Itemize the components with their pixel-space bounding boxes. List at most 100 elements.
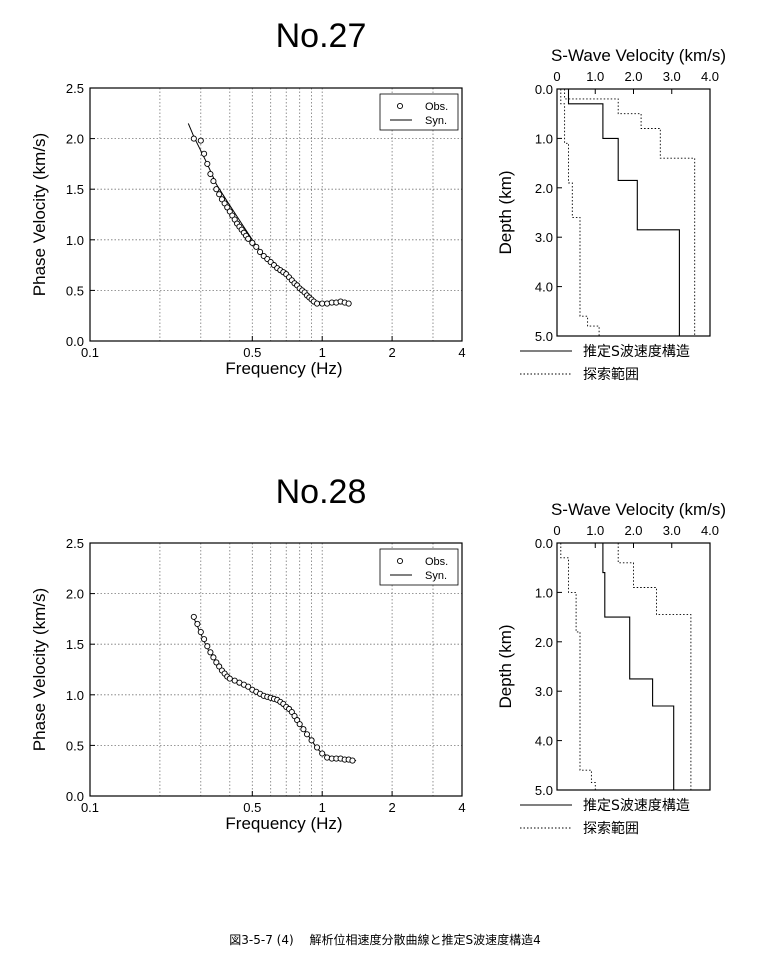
obs-point xyxy=(207,649,214,656)
obs-point xyxy=(210,178,217,185)
obs-point xyxy=(216,191,223,198)
estimated-profile-line xyxy=(602,543,675,790)
obs-point xyxy=(257,248,264,255)
dispersion-chart-no28: No.28 0.0 0.5 1.0 1.5 2.0 2.5 0.1 0.5 1 2 4 Frequenc… xyxy=(30,473,466,833)
y-tick-label: 1.0 xyxy=(535,585,553,600)
obs-point xyxy=(190,613,197,620)
y-tick-label: 5.0 xyxy=(535,783,553,798)
obs-point xyxy=(288,708,295,716)
obs-point xyxy=(345,300,352,307)
panel-title: No.27 xyxy=(276,17,367,55)
obs-point xyxy=(201,636,208,643)
obs-point xyxy=(190,135,197,142)
x-tick-label: 1.0 xyxy=(586,523,604,538)
y-tick-label: 0.0 xyxy=(66,789,84,804)
x-tick-label: 3.0 xyxy=(663,69,681,84)
obs-point xyxy=(349,757,356,764)
syn-series-line xyxy=(193,617,357,762)
y-axis-title: Depth (km) xyxy=(496,170,515,254)
y-tick-label: 0.0 xyxy=(535,82,553,97)
panel-title: No.28 xyxy=(276,473,367,511)
y-axis-title: Phase Velocity (km/s) xyxy=(30,588,49,751)
y-tick-label: 2.0 xyxy=(535,635,553,650)
legend-obs-marker xyxy=(396,557,404,565)
plot-frame xyxy=(556,542,711,791)
search-range-line xyxy=(564,89,696,336)
x-tick-label: 0.1 xyxy=(81,345,99,360)
x-tick-label: 0.5 xyxy=(243,800,261,815)
obs-point xyxy=(197,629,204,636)
y-tick-label: 2.0 xyxy=(66,587,84,602)
y-tick-label: 0.5 xyxy=(66,283,84,298)
estimated-profile-line xyxy=(567,89,680,336)
legend-obs-marker xyxy=(396,102,404,110)
legend-syn-label: Syn. xyxy=(425,570,447,582)
obs-point xyxy=(253,243,260,250)
x-axis-title: Frequency (Hz) xyxy=(225,359,342,378)
obs-point xyxy=(210,654,217,661)
x-tick-label: 0.5 xyxy=(243,345,261,360)
y-tick-label: 1.5 xyxy=(66,182,84,197)
obs-point xyxy=(296,721,303,728)
y-tick-label: 5.0 xyxy=(535,329,553,344)
obs-point xyxy=(300,726,307,733)
y-tick-label: 2.5 xyxy=(66,81,84,96)
y-tick-label: 2.0 xyxy=(66,132,84,147)
x-tick-label: 4.0 xyxy=(701,523,719,538)
obs-point xyxy=(197,137,204,144)
obs-point xyxy=(201,150,208,157)
x-tick-label: 2.0 xyxy=(624,69,642,84)
plot-frame xyxy=(89,87,463,342)
obs-point xyxy=(213,186,220,193)
search-range-line xyxy=(560,543,596,790)
x-tick-label: 4 xyxy=(458,345,465,360)
x-tick-label: 2 xyxy=(388,800,395,815)
panel-title: S-Wave Velocity (km/s) xyxy=(551,500,726,519)
obs-point xyxy=(245,235,252,242)
search-range-line xyxy=(560,89,600,336)
y-tick-label: 4.0 xyxy=(535,280,553,295)
plot-frame xyxy=(89,542,463,797)
x-axis-title: Frequency (Hz) xyxy=(225,814,342,833)
dispersion-chart-no27: No.27 0.0 0.5 1.0 1.5 2.0 2.5 0.1 0.5 1 2 4 Frequenc… xyxy=(30,17,466,378)
y-tick-label: 1.0 xyxy=(66,233,84,248)
y-tick-label: 0.0 xyxy=(66,334,84,349)
y-tick-label: 0.0 xyxy=(535,536,553,551)
plot-frame xyxy=(556,88,711,337)
legend-solid-label: 推定S波速度構造 xyxy=(583,344,690,360)
search-range-line xyxy=(617,543,692,790)
x-tick-label: 1 xyxy=(319,345,326,360)
obs-point xyxy=(207,170,214,178)
y-tick-label: 2.0 xyxy=(535,181,553,196)
x-tick-label: 1.0 xyxy=(586,69,604,84)
obs-point xyxy=(249,239,256,246)
y-tick-label: 1.5 xyxy=(66,637,84,652)
velocity-profile-no27: S-Wave Velocity (km/s) 0 1.0 2.0 3.0 4.0 0.0 1.… xyxy=(496,46,726,383)
obs-point xyxy=(245,683,252,690)
panel-title: S-Wave Velocity (km/s) xyxy=(551,46,726,65)
x-tick-label: 2 xyxy=(388,345,395,360)
x-tick-label: 0 xyxy=(553,523,560,538)
obs-point xyxy=(204,160,211,167)
y-axis-title: Phase Velocity (km/s) xyxy=(30,133,49,296)
obs-point xyxy=(216,663,223,670)
syn-series-line xyxy=(187,123,349,305)
obs-point xyxy=(213,659,220,666)
y-tick-label: 3.0 xyxy=(535,684,553,699)
legend-obs-label: Obs. xyxy=(425,101,448,113)
obs-point xyxy=(194,620,201,628)
obs-point xyxy=(204,643,211,650)
obs-point xyxy=(319,750,326,757)
legend-syn-label: Syn. xyxy=(425,115,447,127)
obs-point xyxy=(319,300,326,307)
y-tick-label: 4.0 xyxy=(535,734,553,749)
velocity-profile-no28: S-Wave Velocity (km/s) 0 1.0 2.0 3.0 4.0 0.0 1.… xyxy=(496,500,726,837)
y-tick-label: 1.0 xyxy=(535,131,553,146)
y-tick-label: 3.0 xyxy=(535,230,553,245)
x-tick-label: 0 xyxy=(553,69,560,84)
obs-point xyxy=(313,744,321,751)
legend-box xyxy=(379,93,459,131)
obs-point xyxy=(313,300,321,307)
y-axis-title: Depth (km) xyxy=(496,624,515,708)
